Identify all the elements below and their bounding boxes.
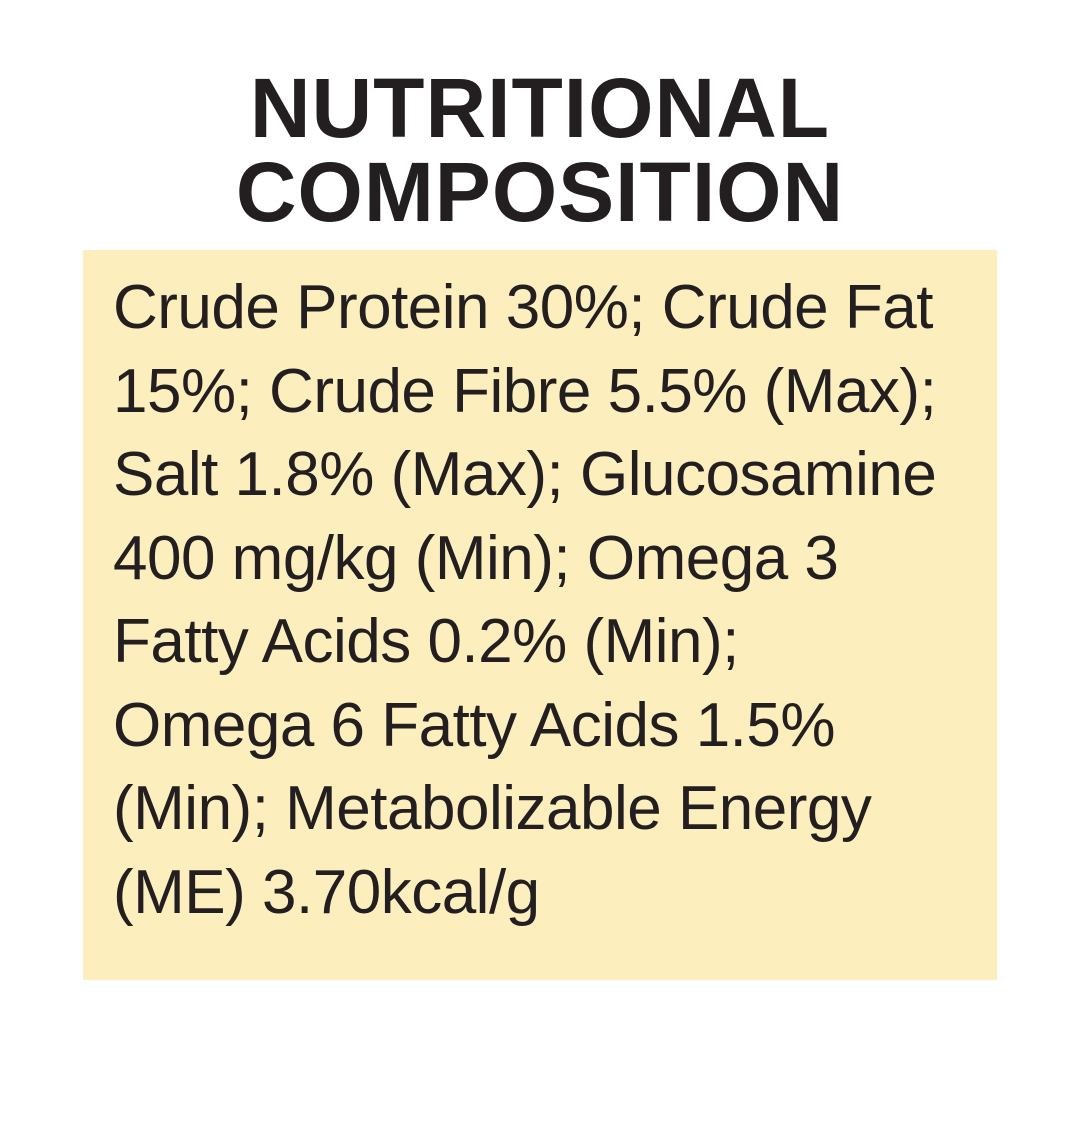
nutrition-panel: Crude Protein 30%; Crude Fat 15%; Crude …	[83, 250, 997, 980]
nutrition-title: NUTRITIONAL COMPOSITION	[235, 61, 845, 239]
nutrition-composition-text: Crude Protein 30%; Crude Fat 15%; Crude …	[113, 273, 937, 927]
